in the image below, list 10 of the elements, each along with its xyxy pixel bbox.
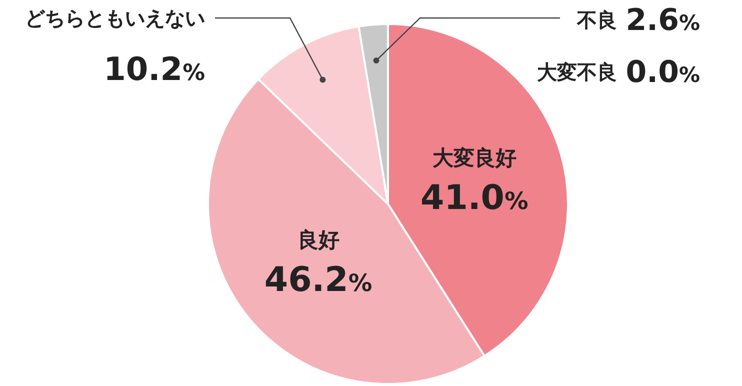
slice-label: 良好 — [297, 228, 340, 252]
slice-label: 大変良好 — [432, 146, 516, 170]
category-label: 大変不良 — [537, 60, 617, 84]
data-label: 41.0% — [420, 178, 528, 218]
slice-label: 不良 — [576, 8, 617, 32]
data-label: 10.2% — [104, 50, 205, 88]
data-label: 2.6% — [626, 3, 700, 38]
slice-label: どちらともいえない — [25, 6, 205, 30]
text: 0.0% — [626, 55, 700, 90]
data-label: 46.2% — [264, 260, 372, 300]
